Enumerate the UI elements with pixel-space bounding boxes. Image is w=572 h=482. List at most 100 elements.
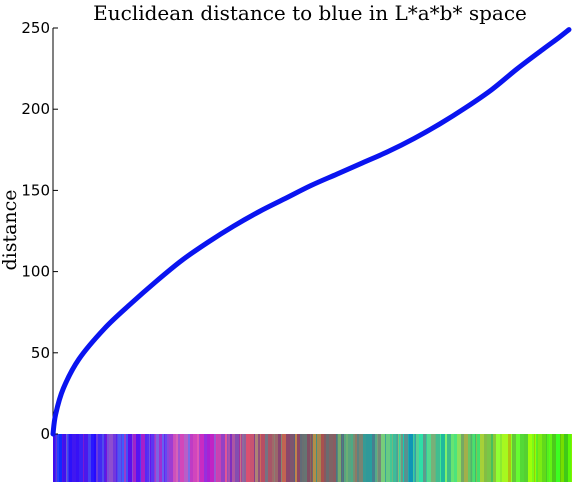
color-stripe — [228, 434, 230, 482]
color-stripe — [147, 434, 149, 482]
color-stripe — [393, 434, 396, 482]
color-stripe — [126, 434, 128, 482]
color-stripe — [197, 434, 199, 482]
color-stripe — [84, 434, 88, 482]
color-stripe — [83, 434, 84, 482]
color-stripe — [454, 434, 457, 482]
color-stripe — [145, 434, 147, 482]
color-stripe — [336, 434, 337, 482]
color-stripe — [511, 434, 512, 482]
color-stripe — [300, 434, 302, 482]
color-stripe — [477, 434, 480, 482]
color-stripe — [281, 434, 282, 482]
color-stripe — [472, 434, 473, 482]
color-stripe — [516, 434, 520, 482]
color-stripe — [109, 434, 113, 482]
color-stripe — [96, 434, 98, 482]
color-stripe — [140, 434, 141, 482]
color-stripe — [372, 434, 375, 482]
color-stripe — [214, 434, 216, 482]
color-stripe — [475, 434, 476, 482]
color-stripe — [272, 434, 274, 482]
color-stripe — [502, 434, 506, 482]
color-stripe — [282, 434, 286, 482]
color-stripe — [57, 434, 59, 482]
color-stripe — [180, 434, 184, 482]
color-stripe — [159, 434, 162, 482]
color-stripe — [385, 434, 386, 482]
color-stripe — [436, 434, 440, 482]
color-stripe — [468, 434, 470, 482]
color-stripe — [359, 434, 363, 482]
color-stripe — [342, 434, 343, 482]
color-stripe — [337, 434, 338, 482]
y-axis: 0 50 100 150 200 250 — [21, 19, 58, 443]
color-stripe — [149, 434, 150, 482]
color-stripe — [102, 434, 104, 482]
color-stripe — [188, 434, 190, 482]
color-stripe — [59, 434, 62, 482]
color-stripe — [193, 434, 197, 482]
color-stripe — [302, 434, 304, 482]
color-stripe — [286, 434, 290, 482]
color-stripe — [241, 434, 242, 482]
color-stripe — [532, 434, 534, 482]
color-stripe — [56, 434, 57, 482]
color-stripe — [235, 434, 239, 482]
color-stripe — [321, 434, 324, 482]
color-stripe — [200, 434, 204, 482]
color-stripe — [441, 434, 445, 482]
color-stripe — [69, 434, 72, 482]
color-stripe — [307, 434, 310, 482]
y-tick-label: 250 — [21, 19, 50, 37]
color-stripe — [260, 434, 261, 482]
color-stripe — [346, 434, 348, 482]
color-stripe — [117, 434, 118, 482]
color-stripe — [294, 434, 295, 482]
color-stripe — [547, 434, 549, 482]
color-stripe — [451, 434, 454, 482]
color-stripe — [413, 434, 414, 482]
color-stripe — [67, 434, 68, 482]
color-stripe — [313, 434, 316, 482]
color-stripe — [431, 434, 435, 482]
color-stripe — [333, 434, 336, 482]
color-stripe — [326, 434, 329, 482]
color-stripe — [568, 434, 571, 482]
color-stripe — [473, 434, 475, 482]
color-stripe — [476, 434, 477, 482]
color-stripe — [377, 434, 378, 482]
color-stripe — [297, 434, 300, 482]
series-layer — [50, 27, 572, 437]
color-stripe — [381, 434, 385, 482]
color-stripe — [440, 434, 441, 482]
color-stripe — [154, 434, 155, 482]
color-stripe — [471, 434, 472, 482]
color-stripe — [338, 434, 341, 482]
color-stripe — [560, 434, 561, 482]
color-stripe — [76, 434, 79, 482]
color-stripe — [141, 434, 145, 482]
color-stripe — [348, 434, 351, 482]
color-stripe — [524, 434, 528, 482]
y-tick-label: 0 — [40, 425, 50, 443]
color-stripe — [409, 434, 413, 482]
color-stripe — [324, 434, 326, 482]
y-tick-label: 50 — [31, 344, 50, 362]
color-stripe — [398, 434, 399, 482]
color-stripe — [378, 434, 381, 482]
color-stripe — [199, 434, 200, 482]
color-stripe — [68, 434, 69, 482]
color-stripe — [255, 434, 258, 482]
color-stripe — [162, 434, 164, 482]
color-stripe — [401, 434, 403, 482]
y-axis-label: distance — [0, 189, 21, 270]
color-stripe — [404, 434, 408, 482]
color-stripe — [227, 434, 228, 482]
distance-series-line — [50, 27, 572, 437]
color-stripe — [400, 434, 401, 482]
color-stripe — [107, 434, 109, 482]
color-stripe — [470, 434, 471, 482]
color-stripe — [268, 434, 272, 482]
color-stripe — [316, 434, 317, 482]
